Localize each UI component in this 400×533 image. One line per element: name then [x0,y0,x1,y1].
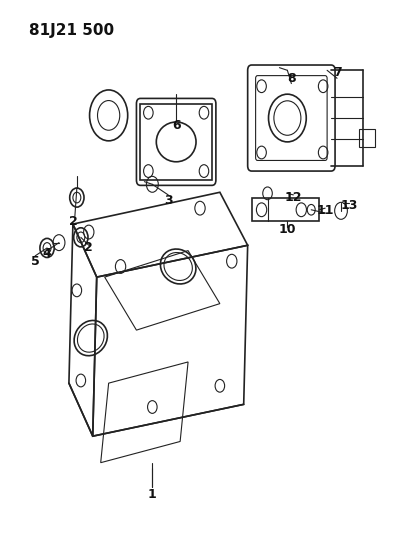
Text: 7: 7 [333,67,342,79]
Text: 1: 1 [148,488,157,501]
Text: 8: 8 [287,72,296,85]
Text: 2: 2 [68,215,77,228]
Text: 11: 11 [316,204,334,217]
Text: 2: 2 [84,241,93,254]
Text: 10: 10 [279,223,296,236]
Text: 6: 6 [172,119,180,133]
Text: 81J21 500: 81J21 500 [29,22,114,38]
Text: 3: 3 [164,193,172,207]
Text: 12: 12 [284,191,302,204]
Text: 4: 4 [43,247,52,260]
Text: 13: 13 [340,199,358,212]
Text: 5: 5 [31,255,40,268]
